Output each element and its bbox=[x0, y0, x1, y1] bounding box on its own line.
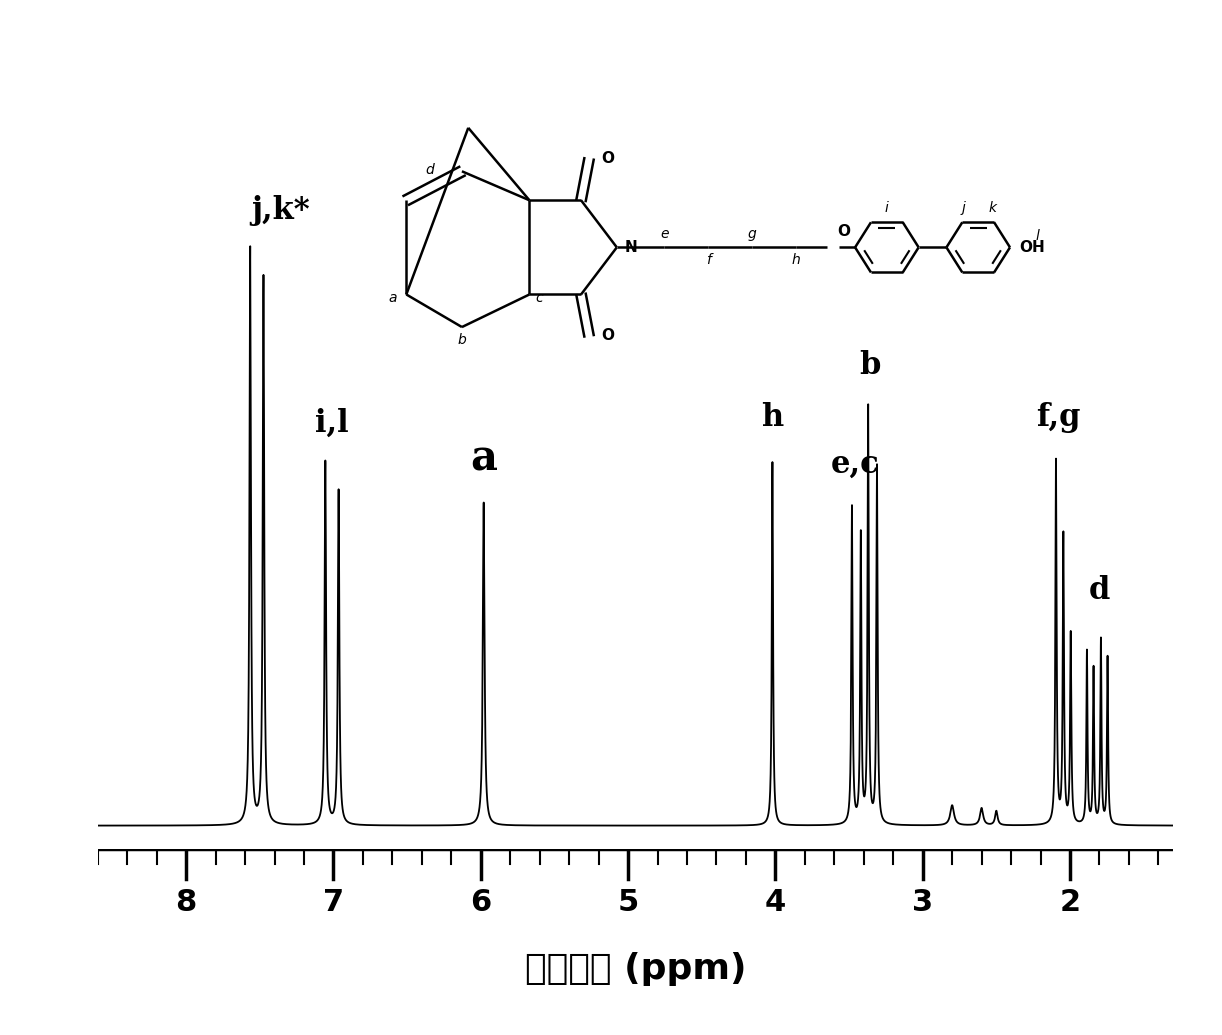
Text: O: O bbox=[601, 151, 613, 167]
Text: j,k*: j,k* bbox=[251, 195, 309, 226]
Text: O: O bbox=[837, 224, 849, 239]
Text: 3: 3 bbox=[912, 888, 934, 917]
Text: j: j bbox=[962, 201, 965, 214]
Text: c: c bbox=[535, 291, 544, 305]
Text: 5: 5 bbox=[617, 888, 639, 917]
Text: 2: 2 bbox=[1059, 888, 1080, 917]
Text: h: h bbox=[761, 403, 783, 434]
Text: 4: 4 bbox=[765, 888, 786, 917]
Text: k: k bbox=[989, 201, 996, 214]
Text: i: i bbox=[885, 201, 888, 214]
Text: b: b bbox=[457, 333, 467, 347]
Text: f: f bbox=[706, 254, 710, 267]
Text: d: d bbox=[1089, 575, 1110, 607]
Text: i,l: i,l bbox=[315, 408, 348, 439]
Text: 6: 6 bbox=[470, 888, 491, 917]
Text: 7: 7 bbox=[323, 888, 345, 917]
Text: e: e bbox=[660, 228, 668, 241]
Text: a: a bbox=[470, 438, 497, 479]
Text: g: g bbox=[748, 228, 756, 241]
Text: f,g: f,g bbox=[1036, 403, 1080, 434]
Text: 化学位移 (ppm): 化学位移 (ppm) bbox=[524, 952, 747, 985]
Text: a: a bbox=[389, 291, 397, 305]
Text: e,c: e,c bbox=[831, 448, 880, 479]
Text: O: O bbox=[601, 328, 613, 344]
Text: l: l bbox=[1036, 230, 1040, 243]
Text: OH: OH bbox=[1019, 240, 1045, 255]
Text: d: d bbox=[425, 162, 435, 177]
Text: N: N bbox=[624, 240, 638, 255]
Text: 8: 8 bbox=[176, 888, 197, 917]
Text: h: h bbox=[791, 254, 800, 267]
Text: b: b bbox=[859, 351, 880, 382]
